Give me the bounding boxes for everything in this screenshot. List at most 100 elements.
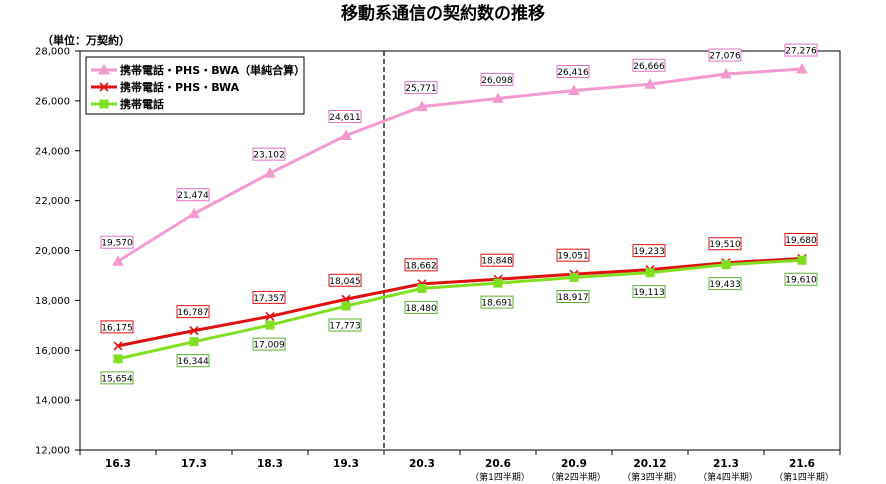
data-label-text: 19,680 (785, 236, 817, 246)
data-label: 17,773 (328, 318, 362, 332)
unit-label: （単位：万契約） (42, 33, 130, 47)
data-label-box (252, 290, 286, 304)
data-point (720, 68, 732, 79)
data-label-box (556, 65, 590, 79)
y-tick-label: 28,000 (35, 47, 70, 58)
series-layer (112, 63, 808, 364)
data-point-stroke (189, 326, 199, 336)
x-tick-sublabel: （第4四半期） (698, 471, 758, 483)
data-label-box (480, 72, 514, 86)
data-label: 23,102 (252, 147, 286, 161)
y-tick-label: 20,000 (35, 246, 70, 257)
data-point-stroke (265, 311, 275, 321)
y-tick-label: 12,000 (35, 446, 70, 457)
data-label: 18,917 (556, 290, 590, 304)
data-point (796, 63, 808, 74)
data-point (188, 207, 200, 219)
data-label-box (404, 300, 438, 314)
data-label-text: 25,771 (405, 84, 437, 94)
data-label-box (632, 285, 666, 299)
data-label: 26,416 (556, 65, 590, 79)
data-point (340, 129, 352, 141)
data-label-text: 17,009 (253, 341, 285, 351)
axes: 12,000 14,000 16,000 18,000 20,000 22,000 24,0… (35, 47, 841, 483)
data-point (113, 354, 123, 364)
data-point (493, 278, 503, 288)
data-point (341, 301, 351, 311)
x-tick-label: 20.6 (485, 458, 511, 470)
data-label-box (100, 235, 134, 249)
x-tick-label: 20.12 (633, 458, 666, 470)
data-label: 15,654 (100, 371, 134, 385)
data-label: 19,610 (784, 272, 818, 286)
data-point (645, 268, 655, 278)
legend-entry: 携帯電話・PHS・BWA（単純合算） (91, 63, 305, 77)
data-point (98, 63, 110, 75)
data-label-text: 19,570 (101, 239, 133, 249)
data-label: 18,662 (404, 258, 438, 272)
legend-label: 携帯電話・PHS・BWA（単純合算） (120, 63, 305, 77)
data-label-box (784, 232, 818, 246)
data-point (189, 326, 199, 336)
series-3 (113, 255, 807, 364)
data-label-box (556, 290, 590, 304)
data-label-text: 18,848 (481, 257, 513, 267)
data-point (417, 283, 427, 293)
y-tick-label: 24,000 (35, 146, 70, 157)
data-label: 18,480 (404, 300, 438, 314)
data-label: 16,787 (176, 305, 210, 319)
data-label: 21,474 (176, 188, 210, 202)
data-label-text: 18,480 (405, 304, 437, 314)
data-label: 26,098 (480, 72, 514, 86)
data-label-text: 17,357 (253, 294, 285, 304)
data-label-text: 16,344 (177, 357, 209, 367)
x-tick-label: 21.3 (713, 458, 739, 470)
data-label-box (708, 237, 742, 251)
data-label-text: 26,098 (481, 76, 513, 86)
data-label: 18,045 (328, 273, 362, 287)
x-tick-label: 18.3 (257, 458, 283, 470)
data-label-text: 27,276 (785, 47, 817, 57)
legend-entry: 携帯電話・PHS・BWA (91, 80, 240, 94)
data-label-text: 21,474 (177, 191, 209, 201)
data-label: 18,848 (480, 253, 514, 267)
data-label: 24,611 (328, 110, 362, 124)
data-point-stroke (99, 82, 109, 92)
series-1 (112, 63, 808, 266)
data-point (112, 255, 124, 266)
data-label-box (176, 354, 210, 368)
data-label-text: 18,691 (481, 299, 513, 309)
data-label-box (176, 305, 210, 319)
data-label-text: 24,611 (329, 113, 361, 123)
data-label: 19,510 (708, 237, 742, 251)
legend: 携帯電話・PHS・BWA（単純合算） 携帯電話・PHS・BWA 携帯電話 (85, 56, 305, 115)
x-tick-sublabel: （第2四半期） (546, 471, 606, 483)
series-line (117, 256, 803, 348)
data-label: 19,680 (784, 232, 818, 246)
data-label: 16,175 (100, 320, 134, 334)
data-point (113, 341, 123, 351)
x-tick-label: 19.3 (333, 458, 359, 470)
data-point (416, 100, 428, 112)
data-point (492, 92, 504, 103)
data-label: 16,344 (176, 354, 210, 368)
x-tick-label: 20.3 (409, 458, 435, 470)
y-tick-label: 14,000 (35, 396, 70, 407)
data-label: 17,357 (252, 290, 286, 304)
data-label-box (328, 318, 362, 332)
data-label: 25,771 (404, 81, 438, 95)
data-label-text: 27,076 (709, 52, 741, 62)
y-tick-label: 26,000 (35, 96, 70, 107)
data-label-text: 26,416 (557, 68, 589, 78)
data-label-box (252, 147, 286, 161)
data-label-box (100, 320, 134, 334)
data-label-box (784, 43, 818, 57)
data-label-text: 19,610 (785, 276, 817, 286)
data-label-text: 19,433 (709, 280, 741, 290)
data-point (264, 167, 276, 178)
data-point (189, 337, 199, 347)
data-label-box (708, 277, 742, 291)
data-label-text: 26,666 (633, 62, 665, 72)
data-label-box (404, 258, 438, 272)
data-label-box (100, 371, 134, 385)
